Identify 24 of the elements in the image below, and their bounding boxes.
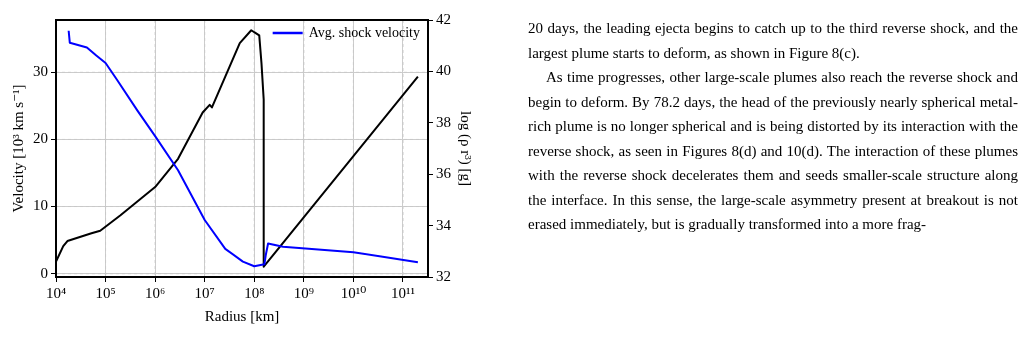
x-tick-label: 10¹¹ <box>390 284 415 301</box>
y-tick-label: 10 <box>33 197 48 214</box>
y-axis-title: Velocity [10³ km s⁻¹] <box>9 84 26 213</box>
x-tick-label: 10⁶ <box>145 284 166 301</box>
x-tick-label: 10⁸ <box>244 284 265 301</box>
x-tick-label: 10¹⁰ <box>340 284 367 301</box>
y-tick-label: 20 <box>33 130 48 147</box>
y2-tick-label: 34 <box>436 216 452 233</box>
x-axis-title: Radius [km] <box>204 307 280 324</box>
y2-tick-label: 36 <box>436 165 452 182</box>
y2-tick-label: 42 <box>436 10 451 27</box>
text: 20 days, the leading ejecta begins to catch up to the third reverse shock, and the largest plume starts to deform, as shown in Figure 8(c). <box>528 19 1018 63</box>
x-tick-label: 10⁵ <box>95 284 116 301</box>
y2-tick-label: 38 <box>436 113 451 130</box>
y2-tick-label: 40 <box>436 62 451 79</box>
y2-tick-label: 32 <box>436 267 451 284</box>
text: As time progresses, other large-scale plumes also reach the reverse shock and begin to deform. By 78.2 days, the head of the previously nearly spherical metal-rich plume is no longer spherical and is being distorted by its interaction with the reverse shock, as seen in Figures 8(d) and 10(d). The interaction of these plumes with the reverse shock decelerates them and seeds smaller-scale structure along the interface. In this sense, the large-scale asymmetry present at breakout is not erased immediately, but is gradually transformed into a more frag- <box>528 68 1018 234</box>
x-tick-label: 10⁴ <box>45 284 67 301</box>
x-tick-label: 10⁹ <box>293 284 314 301</box>
y-tick-label: 30 <box>33 63 48 80</box>
legend-label: Avg. shock velocity <box>308 24 421 40</box>
y2-axis-title: log (ρ r³) [g] <box>457 111 475 186</box>
x-tick-label: 10⁷ <box>194 284 215 301</box>
y-tick-label: 0 <box>40 264 48 281</box>
